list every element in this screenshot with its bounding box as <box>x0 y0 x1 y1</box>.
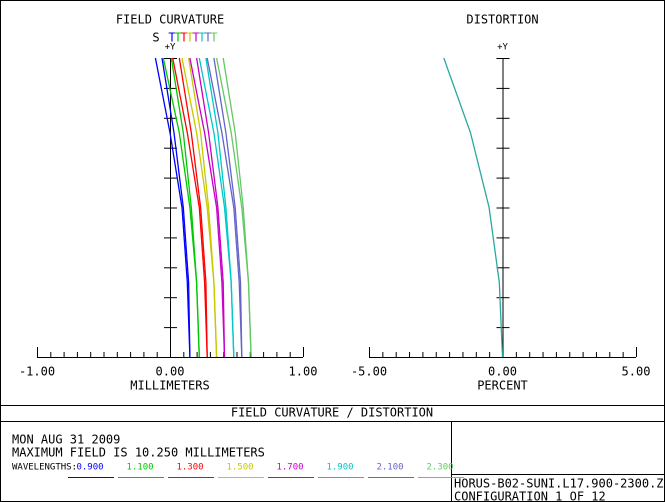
tangential-curve <box>172 57 208 358</box>
legend-label: 2.300 <box>426 463 453 473</box>
sagittal-curve <box>222 57 252 358</box>
tangential-label: T <box>180 31 187 45</box>
sagittal-curve <box>213 57 243 358</box>
chart-title: DISTORTION <box>466 13 538 27</box>
wavelengths-label: WAVELENGTHS: <box>12 463 77 473</box>
sagittal-curve <box>178 57 208 358</box>
x-tick-label: -5.00 <box>351 365 387 379</box>
tangential-label: T <box>174 31 181 45</box>
tangential-label: T <box>186 31 193 45</box>
legend-label: 1.100 <box>126 463 153 473</box>
sagittal-curve <box>195 57 226 358</box>
tangential-label: T <box>198 31 205 45</box>
x-axis-label: PERCENT <box>477 379 528 393</box>
footer-title: FIELD CURVATURE / DISTORTION <box>231 406 433 420</box>
sagittal-curve <box>187 57 218 358</box>
axis-label: +Y <box>497 43 508 53</box>
legend-label: 1.900 <box>326 463 353 473</box>
x-tick-label: 1.00 <box>289 365 318 379</box>
x-tick-label: 5.00 <box>622 365 651 379</box>
x-tick-label: 0.00 <box>488 365 517 379</box>
legend-label: 1.700 <box>276 463 303 473</box>
tangential-curve <box>189 57 226 358</box>
max-field: MAXIMUM FIELD IS 10.250 MILLIMETERS <box>12 446 265 460</box>
tangential-label: T <box>204 31 211 45</box>
file-name: HORUS-B02-SUNI.L17.900-2300.ZMX <box>454 477 665 491</box>
sagittal-curve <box>170 57 200 358</box>
legend-label: 2.100 <box>376 463 403 473</box>
sagittal-curve <box>161 57 191 358</box>
chart-title: FIELD CURVATURE <box>116 13 224 27</box>
configuration: CONFIGURATION 1 OF 12 <box>454 490 606 502</box>
date: MON AUG 31 2009 <box>12 433 120 447</box>
legend-label: 1.300 <box>176 463 203 473</box>
tangential-curve <box>443 57 504 358</box>
legend-label: 1.500 <box>226 463 253 473</box>
tangential-curve <box>206 57 243 358</box>
sagittal-label: S <box>152 31 159 45</box>
x-axis-label: MILLIMETERS <box>130 379 209 393</box>
tangential-label: T <box>210 31 217 45</box>
axis-label: +Y <box>165 43 176 53</box>
tangential-curve <box>154 57 191 358</box>
legend-label: 0.900 <box>76 463 103 473</box>
x-tick-label: 0.00 <box>156 365 185 379</box>
tangential-label: T <box>192 31 199 45</box>
sagittal-curve <box>205 57 235 358</box>
tangential-label: T <box>168 31 175 45</box>
x-tick-label: -1.00 <box>19 365 55 379</box>
